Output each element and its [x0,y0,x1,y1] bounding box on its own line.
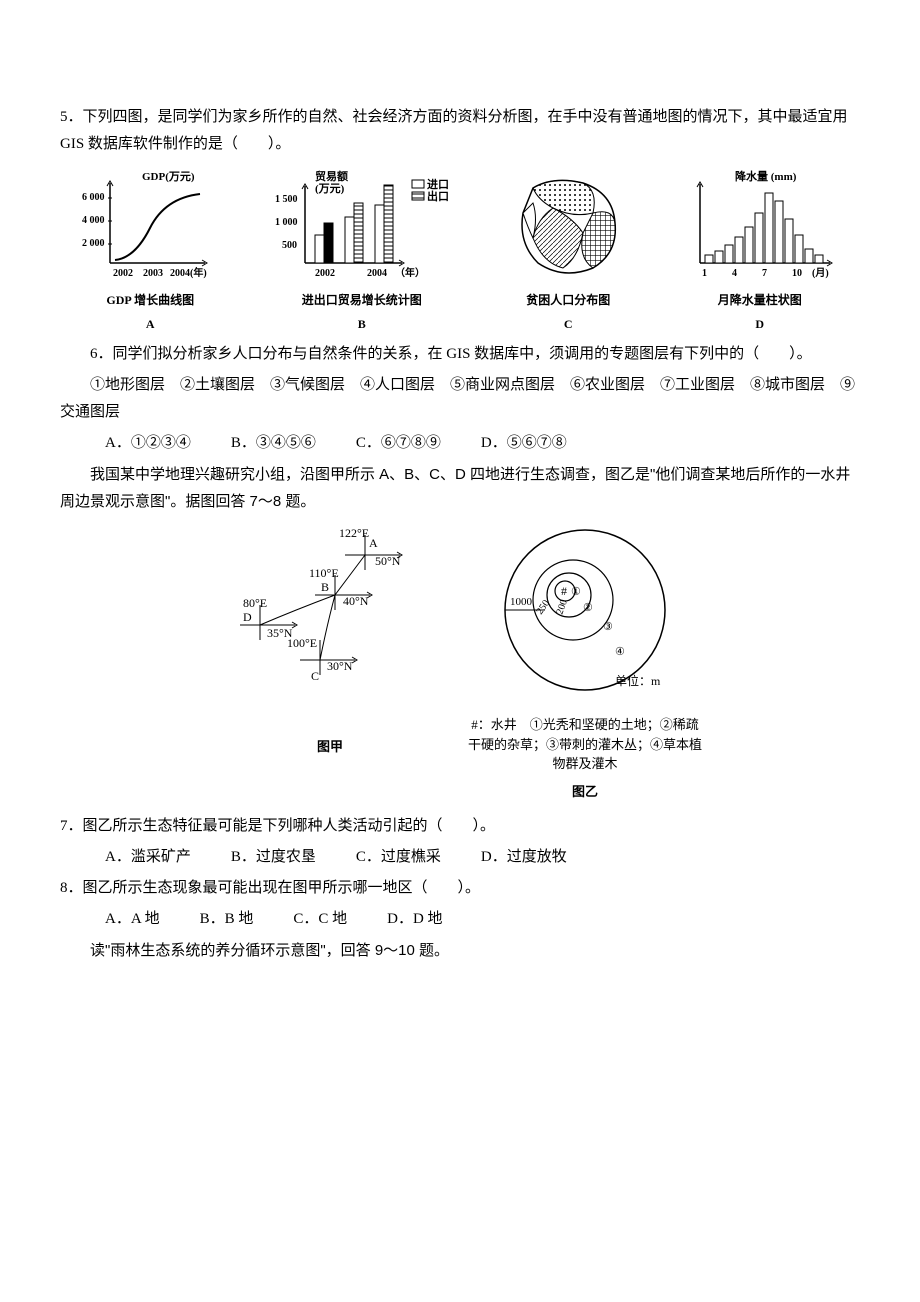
svg-text:2002: 2002 [113,268,133,279]
intro-7-8: 我国某中学地理兴趣研究小组，沿图甲所示 A、B、C、D 四地进行生态调查，图乙是… [60,461,860,515]
svg-text:50°N: 50°N [375,554,401,568]
svg-text:单位：m: 单位：m [615,673,661,688]
q7-opt-b: B．过度农垦 [231,844,316,871]
fig-d-caption: 月降水量柱状图 [718,290,802,312]
fig-a: GDP(万元) 6 000 4 000 2 000 2002 2003 2004… [80,168,220,335]
svg-text:C: C [311,669,319,683]
svg-text:进口: 进口 [427,177,449,191]
fig-a-letter: A [146,314,155,336]
svg-text:2004: 2004 [367,268,387,279]
svg-text:122°E: 122°E [339,526,369,540]
svg-text:2003: 2003 [143,268,163,279]
svg-text:（年）: （年） [395,266,425,279]
fig-b-svg: 贸易额 (万元) 1 500 1 000 500 [267,168,457,288]
fig-jia-caption: 图甲 [215,735,445,758]
svg-text:40°N: 40°N [343,594,369,608]
svg-text:2002: 2002 [315,268,335,279]
q8-opt-d: D．D 地 [387,906,442,933]
svg-text:10: 10 [792,268,802,279]
q5-text: 5．下列四图，是同学们为家乡所作的自然、社会经济方面的资料分析图，在手中没有普通… [60,104,860,158]
q6-options: A．①②③④ B．③④⑤⑥ C．⑥⑦⑧⑨ D．⑤⑥⑦⑧ [60,430,860,457]
svg-text:(万元): (万元) [315,182,345,195]
svg-text:①: ① [571,586,581,598]
fig-d-svg: 降水量 (mm) 1 4 7 10 (月) [680,168,840,288]
q8-opt-a: A．A 地 [105,906,160,933]
fig-yi-svg: # ① ② ③ ④ 1000 250 200 单位：m [465,525,705,705]
svg-text:A: A [369,536,378,550]
svg-text:2004(年): 2004(年) [170,266,207,279]
svg-text:30°N: 30°N [327,659,353,673]
fig-b-caption: 进出口贸易增长统计图 [302,290,422,312]
q5-figure-row: GDP(万元) 6 000 4 000 2 000 2002 2003 2004… [60,168,860,335]
svg-text:出口: 出口 [427,189,449,203]
q8-opt-c: C．C 地 [293,906,347,933]
fig-d: 降水量 (mm) 1 4 7 10 (月) 月降水量柱状图 D [680,168,840,335]
svg-text:500: 500 [282,240,297,251]
svg-text:B: B [321,580,329,594]
svg-text:1: 1 [702,268,707,279]
q8-text: 8．图乙所示生态现象最可能出现在图甲所示哪一地区（ ）。 [60,875,860,902]
fig-a-caption: GDP 增长曲线图 [106,290,194,312]
q6-layers: ①地形图层 ②土壤图层 ③气候图层 ④人口图层 ⑤商业网点图层 ⑥农业图层 ⑦工… [60,372,860,426]
q6-opt-c: C．⑥⑦⑧⑨ [356,430,441,457]
q6-text: 6．同学们拟分析家乡人口分布与自然条件的关系，在 GIS 数据库中，须调用的专题… [60,341,860,368]
q7-opt-c: C．过度樵采 [356,844,441,871]
intro-9-10: 读"雨林生态系统的养分循环示意图"，回答 9～10 题。 [60,937,860,964]
svg-text:#: # [561,584,567,598]
fig-c: 贫困人口分布图 C [503,168,633,335]
fig-yi: # ① ② ③ ④ 1000 250 200 单位：m #：水井 ①光秃和坚硬的… [465,525,705,803]
svg-text:4 000: 4 000 [82,215,105,226]
q6-opt-d: D．⑤⑥⑦⑧ [481,430,567,457]
svg-text:(月): (月) [812,267,829,279]
fig-b: 贸易额 (万元) 1 500 1 000 500 [267,168,457,335]
fig-c-svg [503,168,633,288]
fig-a-svg: GDP(万元) 6 000 4 000 2 000 2002 2003 2004… [80,168,220,288]
q6-opt-b: B．③④⑤⑥ [231,430,316,457]
svg-text:D: D [243,610,252,624]
svg-text:②: ② [583,602,593,614]
svg-text:降水量 (mm): 降水量 (mm) [735,169,797,183]
q7-options: A．滥采矿产 B．过度农垦 C．过度樵采 D．过度放牧 [60,844,860,871]
fig-b-letter: B [358,314,366,336]
q6-opt-a: A．①②③④ [105,430,191,457]
q7-text: 7．图乙所示生态特征最可能是下列哪种人类活动引起的（ ）。 [60,813,860,840]
svg-text:1000: 1000 [510,596,533,608]
fig-jia-svg: 122°E A 50°N 110°E B 40°N 80°E D 35°N 10… [215,525,445,725]
q8-options: A．A 地 B．B 地 C．C 地 D．D 地 [60,906,860,933]
fig-d-letter: D [755,314,764,336]
svg-text:③: ③ [603,621,613,633]
svg-text:80°E: 80°E [243,596,267,610]
fig-yi-legend: #：水井 ①光秃和坚硬的土地；②稀疏干硬的杂草；③带刺的灌木丛；④草本植物群及灌… [465,715,705,774]
fig-a-title: GDP(万元) [142,170,195,183]
fig-c-letter: C [564,314,573,336]
fig-jia: 122°E A 50°N 110°E B 40°N 80°E D 35°N 10… [215,525,445,758]
svg-text:110°E: 110°E [309,566,339,580]
svg-text:4: 4 [732,268,737,279]
q7-opt-d: D．过度放牧 [481,844,567,871]
q7-opt-a: A．滥采矿产 [105,844,191,871]
svg-text:贸易额: 贸易额 [315,169,348,183]
svg-text:6 000: 6 000 [82,192,105,203]
svg-text:100°E: 100°E [287,636,317,650]
svg-text:④: ④ [615,646,625,658]
svg-text:1 000: 1 000 [275,217,298,228]
svg-text:2 000: 2 000 [82,238,105,249]
svg-text:250: 250 [534,598,552,617]
fig-c-caption: 贫困人口分布图 [526,290,610,312]
fig-yi-caption: 图乙 [465,780,705,803]
fig-jia-yi-row: 122°E A 50°N 110°E B 40°N 80°E D 35°N 10… [60,525,860,803]
q8-opt-b: B．B 地 [200,906,254,933]
svg-text:7: 7 [762,268,767,279]
svg-text:1 500: 1 500 [275,194,298,205]
